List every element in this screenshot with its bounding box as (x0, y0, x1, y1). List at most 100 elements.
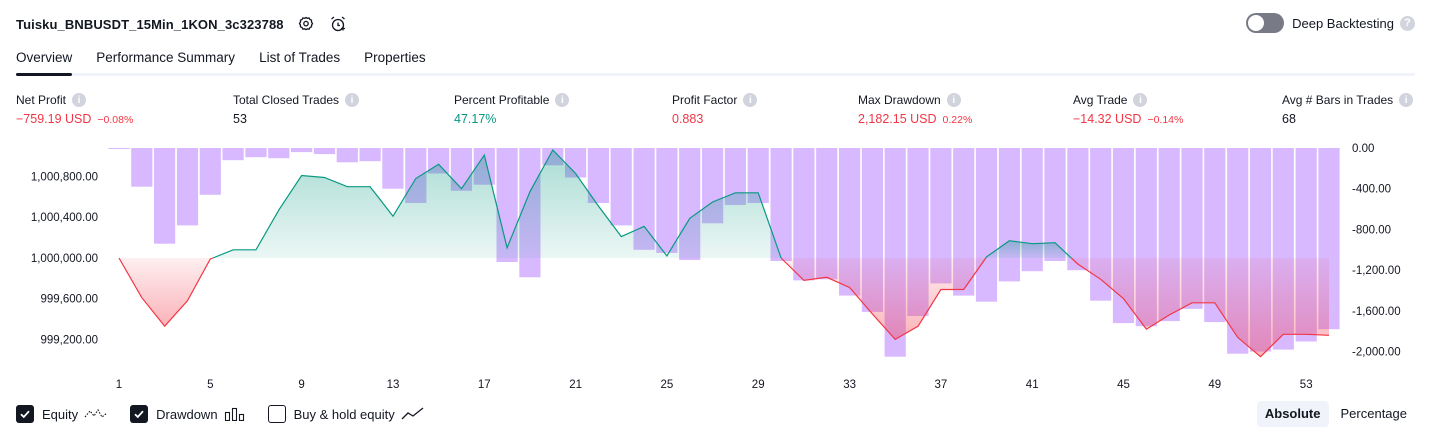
metric-value: 53 (233, 112, 247, 126)
drawdown-bar (382, 148, 404, 189)
info-icon[interactable]: i (743, 93, 758, 107)
info-icon[interactable]: i (72, 93, 87, 107)
metric-percent: −0.08% (97, 114, 134, 126)
tab-properties[interactable]: Properties (364, 50, 426, 65)
metric-avg-bars-in-trades: Avg # Bars in Trades i 68 (1282, 93, 1414, 126)
deep-backtesting-toggle[interactable] (1246, 13, 1285, 33)
percentage-button[interactable]: Percentage (1340, 406, 1408, 421)
equity-area-loss (119, 258, 213, 327)
strategy-title: Tuisku_BNBUSDT_15Min_1KON_3c323788 (16, 16, 284, 32)
equity-drawdown-chart[interactable]: 1,000,800.00 1,000,400.00 1,000,000.00 999,… (0, 140, 1431, 395)
drawdown-bar (245, 148, 267, 158)
checkbox-checked-icon[interactable] (130, 405, 149, 423)
x-axis-tick-label: 21 (569, 379, 582, 391)
drawdown-bar (176, 148, 199, 226)
legend-buy-hold-label: Buy & hold equity (293, 406, 395, 422)
metric-value: 0.883 (672, 112, 704, 126)
right-axis-tick-label: -2,000.00 (1352, 347, 1401, 359)
left-axis-tick-label: 999,200.00 (40, 334, 98, 346)
drawdown-bar (656, 148, 678, 253)
metric-label: Max Drawdown (858, 93, 941, 107)
drawdown-bar (816, 148, 838, 280)
drawdown-bar (222, 148, 244, 161)
left-axis-tick-label: 999,600.00 (40, 294, 98, 306)
left-axis-tick-label: 1,000,400.00 (31, 212, 98, 224)
x-axis-tick-label: 5 (207, 379, 213, 391)
x-axis-tick-label: 49 (1208, 379, 1221, 391)
metric-max-drawdown: Max Drawdown i 2,182.15 USD 0.22% (858, 93, 972, 126)
drawdown-bar (610, 148, 632, 226)
info-icon[interactable]: i (1133, 93, 1148, 107)
drawdown-bar (291, 148, 313, 153)
info-icon[interactable]: i (1399, 93, 1414, 107)
drawdown-bar (336, 148, 358, 163)
x-axis-tick-label: 41 (1026, 379, 1039, 391)
info-icon[interactable]: i (946, 93, 961, 107)
left-axis-tick-label: 1,000,000.00 (31, 253, 98, 265)
checkbox-checked-icon[interactable] (16, 405, 34, 423)
bars-icon (224, 407, 244, 421)
metric-net-profit: Net Profit i −759.19 USD −0.08% (16, 93, 133, 126)
metric-avg-trade: Avg Trade i −14.32 USD −0.14% (1073, 93, 1183, 126)
legend-equity-label: Equity (42, 406, 79, 422)
drawdown-bar (199, 148, 221, 195)
x-axis-tick-label: 1 (116, 379, 122, 391)
equity-line-loss (780, 257, 987, 341)
metric-label: Net Profit (16, 93, 67, 107)
tab-overview[interactable]: Overview (16, 44, 84, 76)
drawdown-bar (108, 148, 130, 149)
legend-drawdown-label: Drawdown (156, 406, 218, 422)
trend-line-icon (401, 407, 424, 420)
metric-value: −14.32 USD (1073, 112, 1142, 126)
x-axis-tick-label: 9 (298, 379, 304, 391)
legend-buy-hold-equity[interactable]: Buy & hold equity (267, 405, 425, 423)
add-alert-icon[interactable] (328, 14, 348, 34)
drawdown-bar (587, 148, 609, 203)
equity-area-loss (781, 258, 986, 340)
mode-switch: Absolute Percentage (1253, 401, 1415, 427)
metric-percent: −0.14% (1147, 114, 1184, 126)
metric-total-closed-trades: Total Closed Trades i 53 (233, 93, 360, 126)
right-axis-tick-label: 0.00 (1352, 143, 1374, 155)
x-axis-tick-label: 37 (935, 379, 948, 391)
right-axis-tick-label: -1,200.00 (1352, 265, 1401, 277)
checkbox-unchecked-icon[interactable] (267, 405, 286, 423)
right-axis-tick-label: -800.00 (1352, 225, 1391, 237)
x-axis-tick-label: 45 (1117, 379, 1130, 391)
metrics-row: Net Profit i −759.19 USD −0.08% Total Clos… (16, 93, 1416, 129)
equity-area-profit (985, 240, 1072, 258)
x-axis-tick-label: 17 (478, 379, 491, 391)
equity-line-loss (118, 257, 214, 328)
metric-value: 68 (1282, 112, 1296, 126)
x-axis-tick-label: 13 (387, 379, 400, 391)
help-icon[interactable]: ? (1400, 15, 1415, 31)
drawdown-bar (770, 148, 792, 261)
metric-label: Avg Trade (1073, 93, 1128, 107)
drawdown-bar (975, 148, 998, 302)
drawdown-bar (633, 148, 655, 250)
legend-equity[interactable]: Equity (16, 405, 108, 423)
settings-icon[interactable] (296, 14, 316, 34)
metric-value: −759.19 USD (16, 112, 92, 126)
x-axis-tick-label: 29 (752, 379, 765, 391)
drawdown-bar (793, 148, 815, 281)
chart-legend: Equity Drawdown Buy & hold equity (16, 402, 447, 426)
right-axis-tick-label: -1,600.00 (1352, 306, 1401, 318)
metric-label: Avg # Bars in Trades (1282, 93, 1394, 107)
drawdown-bar (1044, 148, 1066, 261)
metric-value: 2,182.15 USD (858, 112, 937, 126)
legend-drawdown[interactable]: Drawdown (130, 405, 245, 423)
metric-label: Total Closed Trades (233, 93, 340, 107)
tab-performance-summary[interactable]: Performance Summary (96, 50, 236, 65)
tab-list-of-trades[interactable]: List of Trades (259, 50, 341, 65)
x-axis-tick-label: 33 (843, 379, 856, 391)
drawdown-bar (724, 148, 746, 205)
deep-backtesting: Deep Backtesting ? (1246, 13, 1415, 33)
equity-line-profit (212, 148, 782, 259)
x-axis-tick-label: 53 (1300, 379, 1313, 391)
info-icon[interactable]: i (555, 93, 570, 107)
tab-bar: Overview Performance Summary List of Tra… (16, 44, 1415, 76)
info-icon[interactable]: i (345, 93, 360, 107)
absolute-button[interactable]: Absolute (1256, 401, 1329, 427)
right-axis-tick-label: -400.00 (1352, 184, 1391, 196)
